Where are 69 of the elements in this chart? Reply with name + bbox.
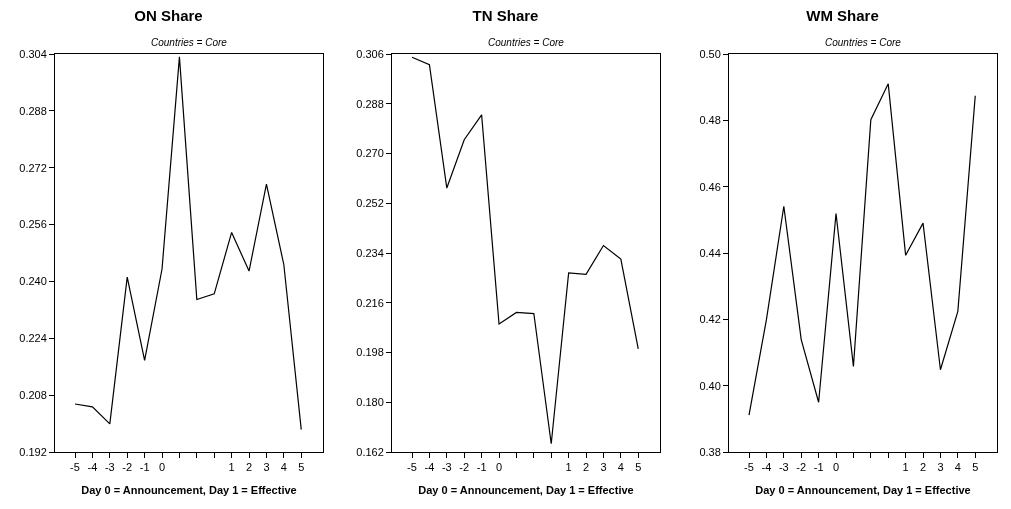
x-tick-label: -5 xyxy=(407,461,417,474)
x-tick-label: 1 xyxy=(565,461,572,474)
y-tick-label: 0.198 xyxy=(356,346,384,359)
x-tick-label: -2 xyxy=(796,461,807,474)
line-series xyxy=(74,56,302,431)
y-tick-label: 0.252 xyxy=(356,197,384,210)
y-tick-label: 0.288 xyxy=(356,97,384,110)
x-tick-label: -1 xyxy=(139,461,150,474)
y-tick-label: 0.192 xyxy=(19,445,47,458)
x-tick-label: 2 xyxy=(245,461,253,474)
x-tick-label: -4 xyxy=(761,461,772,474)
x-tick-label: -2 xyxy=(459,461,470,474)
chart-subtitle: Countries = Core xyxy=(825,37,902,48)
x-tick-label: 4 xyxy=(954,461,961,474)
x-tick-label: -4 xyxy=(87,461,98,474)
y-tick-label: 0.46 xyxy=(699,180,721,193)
x-tick-label: 2 xyxy=(582,461,590,474)
x-tick-label: 1 xyxy=(902,461,909,474)
x-tick-label: -3 xyxy=(778,461,789,474)
x-tick-label: 5 xyxy=(972,461,979,474)
x-tick-label: 5 xyxy=(298,461,305,474)
y-tick-label: 0.208 xyxy=(19,388,47,401)
y-tick-label: 0.288 xyxy=(19,104,47,117)
x-tick-label: -3 xyxy=(104,461,115,474)
x-tick-label: 3 xyxy=(263,461,270,474)
x-tick-label: 5 xyxy=(635,461,642,474)
x-tick-label: -1 xyxy=(813,461,824,474)
chart-subtitle: Countries = Core xyxy=(151,37,228,48)
x-tick-label: 3 xyxy=(937,461,944,474)
y-tick-label: 0.272 xyxy=(19,161,47,174)
chart-subtitle: Countries = Core xyxy=(488,37,565,48)
y-tick-label: 0.44 xyxy=(699,246,721,259)
y-tick-label: 0.180 xyxy=(356,396,384,409)
y-tick-label: 0.48 xyxy=(699,114,721,127)
y-tick-label: 0.162 xyxy=(356,445,384,458)
x-tick-label: 0 xyxy=(832,461,840,474)
line-series xyxy=(748,83,976,416)
chart-title: WM Share xyxy=(806,6,879,24)
chart-title: ON Share xyxy=(134,6,203,24)
y-tick-label: 0.216 xyxy=(356,296,384,309)
x-axis-title: Day 0 = Announcement, Day 1 = Effective xyxy=(418,484,634,497)
x-tick-label: 1 xyxy=(228,461,235,474)
x-tick-label: 4 xyxy=(617,461,624,474)
x-tick-label: -5 xyxy=(744,461,754,474)
x-tick-label: -2 xyxy=(122,461,133,474)
x-tick-label: 0 xyxy=(495,461,503,474)
y-tick-label: 0.40 xyxy=(699,379,721,392)
y-tick-label: 0.306 xyxy=(356,47,384,60)
y-tick-label: 0.50 xyxy=(699,47,721,60)
x-axis-title: Day 0 = Announcement, Day 1 = Effective xyxy=(81,484,297,497)
x-axis-title: Day 0 = Announcement, Day 1 = Effective xyxy=(755,484,971,497)
x-tick-label: -1 xyxy=(476,461,487,474)
y-tick-label: 0.224 xyxy=(19,332,47,345)
y-tick-label: 0.42 xyxy=(699,313,721,326)
x-tick-label: -3 xyxy=(441,461,452,474)
x-tick-label: 2 xyxy=(919,461,927,474)
y-tick-label: 0.304 xyxy=(19,47,47,60)
x-tick-label: -5 xyxy=(70,461,80,474)
y-tick-label: 0.270 xyxy=(356,147,384,160)
chart-title: TN Share xyxy=(472,6,539,24)
y-tick-label: 0.38 xyxy=(699,445,721,458)
y-tick-label: 0.256 xyxy=(19,218,47,231)
line-series xyxy=(411,56,639,445)
x-tick-label: 4 xyxy=(280,461,287,474)
x-tick-label: 3 xyxy=(600,461,607,474)
y-tick-label: 0.234 xyxy=(356,246,384,259)
x-tick-label: 0 xyxy=(158,461,166,474)
y-tick-label: 0.240 xyxy=(19,275,47,288)
x-tick-label: -4 xyxy=(424,461,435,474)
